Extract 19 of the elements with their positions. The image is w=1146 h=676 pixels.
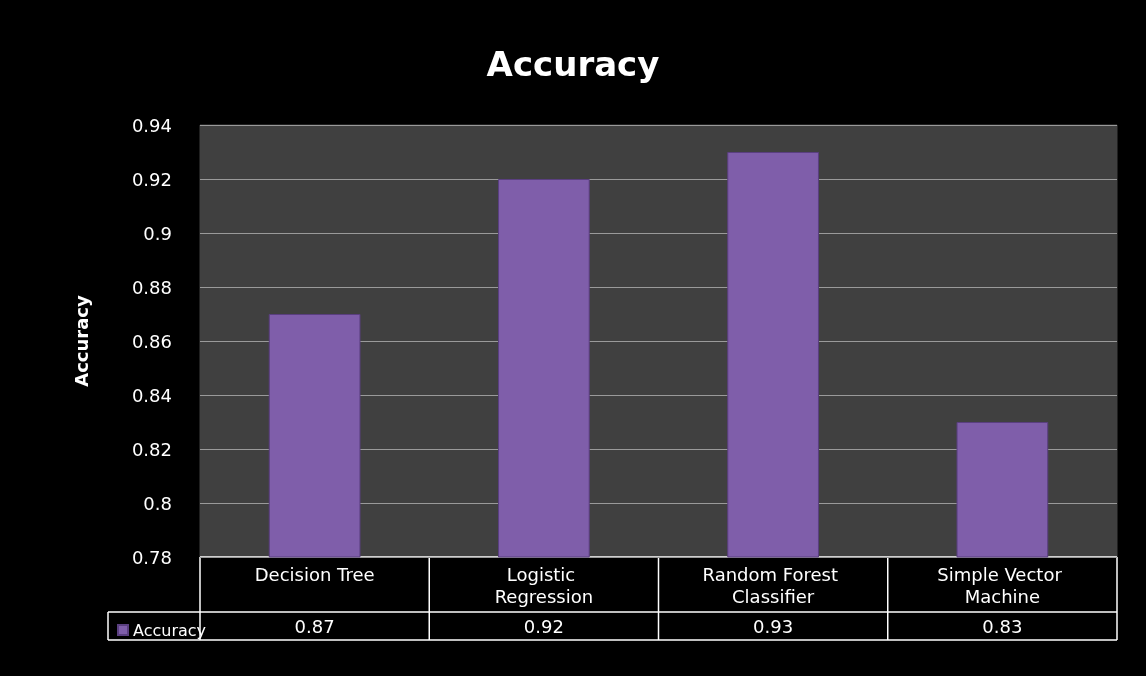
y-tick-label: 0.8 <box>143 492 172 514</box>
x-tick-label: Random Forest Classifier <box>702 563 844 607</box>
x-tick-label: Logistic Regression <box>494 563 594 607</box>
y-tick-label: 0.9 <box>143 222 172 244</box>
y-tick-label: 0.88 <box>131 276 172 298</box>
y-axis-title: Accuracy <box>70 294 92 387</box>
data-label: 0.83 <box>982 615 1023 637</box>
y-tick-label: 0.94 <box>131 114 172 136</box>
x-tick-label: Simple Vector Machine <box>937 563 1068 607</box>
y-tick-label: 0.86 <box>131 330 172 352</box>
y-tick-label: 0.92 <box>131 168 172 190</box>
x-tick-label: Decision Tree <box>254 563 375 585</box>
data-label: 0.87 <box>294 615 335 637</box>
y-tick-label: 0.78 <box>131 546 172 568</box>
y-tick-label: 0.84 <box>131 384 172 406</box>
y-tick-label: 0.82 <box>131 438 172 460</box>
chart-title: Accuracy <box>486 44 660 84</box>
data-label: 0.93 <box>753 615 794 637</box>
data-label: 0.92 <box>523 615 564 637</box>
